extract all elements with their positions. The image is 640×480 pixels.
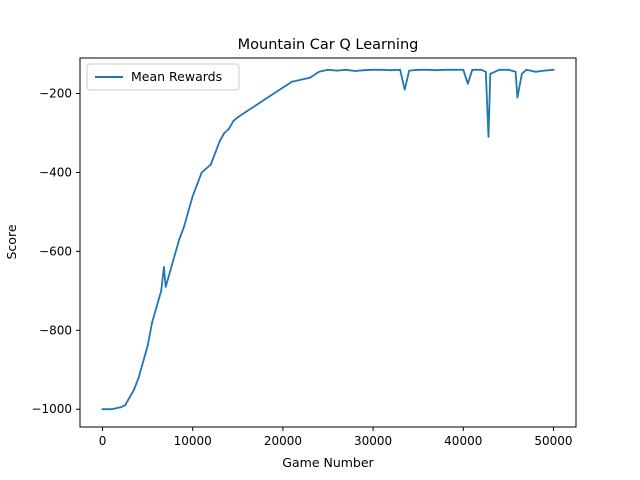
data-point: [498, 68, 501, 71]
data-point: [354, 70, 356, 72]
chart-title: Mountain Car Q Learning: [238, 37, 419, 53]
data-point: [408, 69, 411, 72]
data-point: [417, 68, 420, 71]
data-point: [466, 82, 469, 85]
data-point: [273, 92, 275, 95]
data-point: [282, 86, 284, 89]
data-point: [399, 68, 401, 71]
data-point: [218, 140, 221, 142]
data-point: [169, 270, 172, 272]
data-point: [187, 211, 190, 213]
x-axis-label: Game Number: [282, 455, 374, 470]
data-point: [484, 70, 487, 73]
data-point: [300, 78, 302, 81]
data-point: [196, 183, 199, 186]
data-point: [462, 68, 465, 71]
data-point: [124, 404, 126, 407]
y-tick-label: −200: [39, 87, 72, 101]
data-point: [255, 104, 257, 107]
axes-frame: [79, 57, 577, 428]
data-point: [514, 70, 517, 73]
data-point: [543, 69, 546, 72]
data-point: [200, 171, 203, 174]
data-point: [146, 345, 149, 347]
data-point: [480, 68, 483, 71]
data-point: [327, 68, 329, 71]
data-point: [487, 136, 490, 138]
data-point: [345, 68, 347, 71]
x-tick-label: 40000: [444, 434, 482, 448]
legend-label: Mean Rewards: [131, 69, 222, 84]
data-point: [525, 68, 528, 71]
data-point: [390, 69, 392, 72]
data-point: [173, 254, 176, 257]
data-point: [245, 110, 248, 113]
data-point: [151, 321, 154, 324]
x-tick-label: 10000: [174, 434, 212, 448]
data-point: [471, 68, 474, 71]
data-point: [128, 396, 131, 399]
data-point: [227, 128, 230, 130]
data-point: [453, 68, 456, 71]
data-point: [232, 120, 235, 122]
y-tick-label: −600: [39, 244, 72, 258]
x-axis: 0 10000 20000 30000 40000 50000: [99, 427, 573, 448]
data-point: [426, 68, 429, 71]
plot-area: [101, 68, 555, 411]
data-point: [309, 76, 311, 79]
data-point: [209, 163, 212, 166]
data-point: [318, 70, 320, 73]
y-axis: −1000 −800 −600 −400 −200: [31, 87, 80, 416]
data-point: [236, 116, 239, 119]
data-point: [164, 286, 167, 288]
data-point: [489, 72, 492, 75]
data-point: [191, 195, 194, 198]
data-point: [223, 132, 226, 134]
data-point: [552, 68, 555, 71]
data-point: [516, 96, 519, 99]
data-point: [363, 69, 365, 72]
data-point: [264, 98, 266, 101]
data-point: [403, 88, 406, 91]
data-point: [521, 72, 523, 75]
x-tick-label: 50000: [534, 434, 572, 448]
data-point: [444, 68, 447, 71]
data-point: [101, 408, 104, 411]
data-point: [142, 361, 145, 363]
legend-box: [86, 63, 240, 91]
data-point: [205, 167, 208, 170]
data-point: [178, 238, 181, 241]
data-point: [534, 70, 537, 73]
data-point: [435, 69, 438, 72]
x-tick-label: 30000: [354, 434, 392, 448]
legend: Mean Rewards: [86, 63, 240, 91]
data-point: [155, 305, 158, 308]
x-tick-label: 20000: [264, 434, 302, 448]
data-point: [163, 266, 165, 269]
data-point: [110, 408, 113, 411]
data-point: [372, 68, 374, 71]
data-point: [291, 80, 293, 83]
data-point: [214, 151, 217, 154]
y-axis-label: Score: [4, 224, 19, 259]
data-point: [182, 226, 185, 229]
data-point: [336, 69, 338, 72]
x-tick-label: 0: [99, 434, 107, 448]
y-tick-label: −1000: [31, 402, 72, 416]
data-point: [137, 376, 140, 379]
data-point: [381, 68, 383, 71]
y-tick-label: −800: [39, 323, 72, 337]
data-point: [133, 388, 136, 391]
y-tick-label: −400: [39, 165, 72, 179]
data-point: [507, 68, 510, 71]
data-point: [119, 406, 122, 409]
data-point: [160, 289, 163, 292]
